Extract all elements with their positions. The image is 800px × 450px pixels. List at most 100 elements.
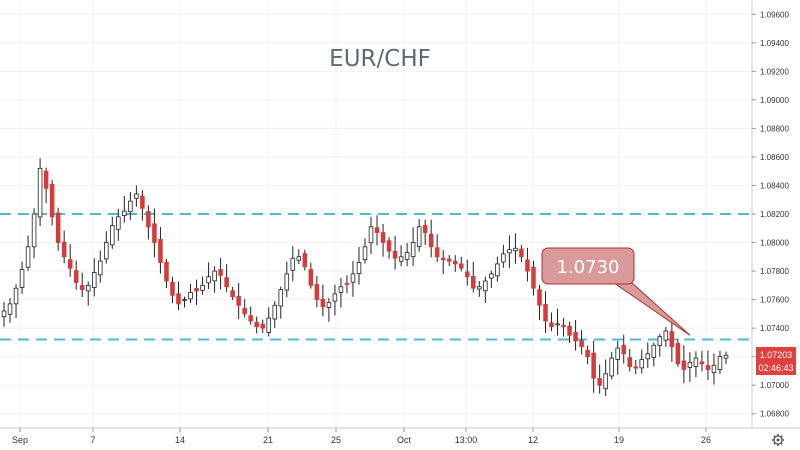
- candle-body: [49, 183, 55, 218]
- candle-body: [260, 323, 265, 329]
- candle-body: [320, 298, 326, 308]
- candle-body: [254, 321, 259, 328]
- candle-body: [266, 317, 271, 333]
- candle-body: [344, 283, 350, 285]
- candle-body: [597, 378, 602, 386]
- candle-body: [7, 303, 13, 315]
- candle-body: [248, 315, 253, 322]
- candle-body: [459, 263, 464, 269]
- candle-body: [13, 287, 19, 305]
- candle-body: [37, 167, 43, 218]
- x-tick-label: Oct: [397, 435, 412, 445]
- candle-body: [350, 273, 356, 283]
- candle-body: [368, 226, 374, 244]
- candle-body: [693, 357, 699, 367]
- candle-body: [404, 252, 410, 260]
- candle-body: [621, 345, 626, 355]
- y-tick-label: 1.09400: [760, 39, 789, 48]
- candle-body: [416, 226, 422, 247]
- candle-body: [55, 212, 61, 243]
- candle-body: [91, 272, 97, 288]
- candle-body: [374, 227, 380, 233]
- candle-body: [242, 307, 247, 315]
- candle-body: [525, 259, 530, 272]
- candle-body: [25, 246, 31, 268]
- candle-body: [61, 241, 67, 258]
- candle-body: [182, 299, 187, 302]
- current-price-badge: 1.07203 02:46:43: [756, 347, 796, 375]
- candle-body: [633, 366, 639, 369]
- candle-body: [278, 289, 284, 307]
- price-callout[interactable]: 1.0730: [541, 247, 691, 336]
- candle-body: [519, 248, 524, 258]
- candle-body: [603, 373, 608, 390]
- settings-gear-icon[interactable]: [772, 434, 784, 446]
- candle-body: [236, 296, 241, 306]
- candle-body: [627, 357, 632, 368]
- candle-body: [398, 256, 404, 262]
- y-tick-label: 1.06800: [760, 410, 789, 419]
- candle-body: [537, 289, 542, 306]
- candle-body: [314, 284, 320, 301]
- candle-body: [699, 361, 705, 365]
- candle-body: [579, 340, 584, 348]
- candle-body: [146, 211, 151, 228]
- candle-body: [98, 260, 103, 276]
- candle-body: [73, 270, 79, 283]
- candle-body: [669, 331, 675, 348]
- candle-body: [483, 280, 488, 292]
- candle-body: [308, 269, 314, 286]
- chart-title: EUR/CHF: [329, 46, 431, 72]
- candle-body: [428, 233, 434, 248]
- candle-body: [609, 357, 614, 377]
- candle-body: [1, 310, 7, 318]
- candle-body: [67, 259, 73, 269]
- candle-body: [549, 322, 554, 328]
- x-tick-label: 13:00: [455, 435, 478, 445]
- candle-body: [104, 242, 109, 260]
- candle-body: [290, 257, 296, 271]
- candle-body: [218, 268, 223, 276]
- candle-body: [85, 284, 91, 292]
- candle-body: [284, 273, 290, 291]
- candle-body: [465, 271, 470, 278]
- candle-body: [116, 216, 121, 230]
- candle-body: [452, 260, 458, 265]
- candle-body: [657, 336, 663, 347]
- current-price-badge-bg: [756, 347, 796, 375]
- candle-body: [555, 323, 560, 326]
- candle-body: [326, 302, 332, 308]
- candle-body: [687, 361, 693, 368]
- candle-body: [531, 266, 536, 289]
- y-tick-label: 1.08000: [760, 239, 789, 248]
- candle-body: [675, 343, 681, 365]
- time-axis[interactable]: Sep 7 14 21 25 Oct 13:00 12 19 26: [12, 428, 711, 445]
- candle-body: [128, 200, 133, 213]
- candle-body: [585, 349, 590, 358]
- candle-body: [386, 240, 392, 252]
- y-tick-label: 1.07400: [760, 324, 789, 333]
- candle-body: [188, 292, 193, 300]
- candle-body: [477, 286, 482, 290]
- candle-body: [122, 210, 127, 216]
- candle-body: [272, 304, 278, 320]
- y-tick-label: 1.09600: [760, 10, 789, 19]
- y-tick-label: 1.08200: [760, 210, 789, 219]
- countdown-label: 02:46:43: [758, 363, 793, 373]
- y-tick-label: 1.08400: [760, 181, 789, 190]
- y-tick-label: 1.08800: [760, 124, 789, 133]
- candle-body: [332, 293, 338, 302]
- candles: [1, 158, 729, 397]
- candle-body: [711, 364, 717, 373]
- candle-body: [206, 276, 211, 284]
- candle-body: [43, 170, 49, 189]
- candle-body: [31, 213, 37, 248]
- candle-body: [639, 359, 645, 369]
- price-axis[interactable]: 1.068001.070001.072001.074001.076001.078…: [752, 10, 789, 419]
- candle-body: [591, 352, 596, 379]
- x-tick-label: 14: [175, 435, 185, 445]
- candle-body: [200, 284, 205, 291]
- candle-body: [422, 225, 428, 233]
